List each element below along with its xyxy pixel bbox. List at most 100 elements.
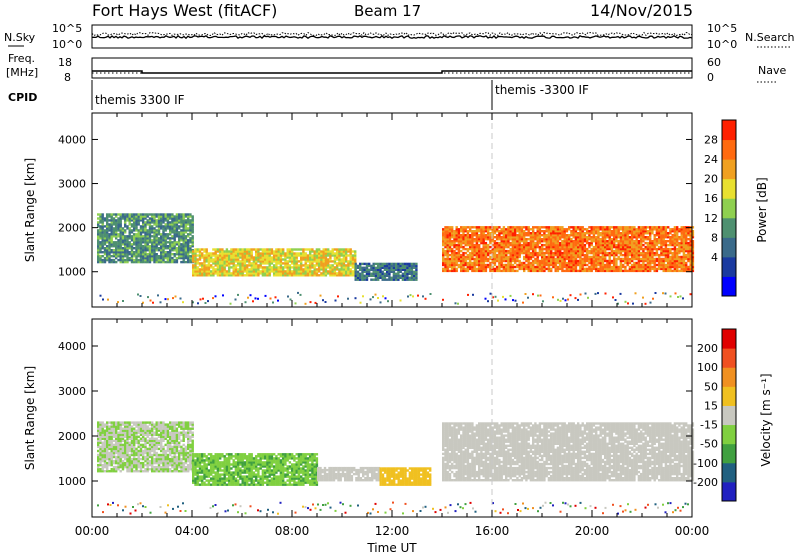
scatter-cell <box>101 447 104 451</box>
scatter-cell <box>232 250 235 253</box>
scatter-cell <box>408 262 411 266</box>
scatter-cell <box>270 250 274 253</box>
scatter-cell <box>155 243 158 246</box>
scatter-cell <box>311 274 314 277</box>
scatter-cell <box>97 235 100 238</box>
noise-left-label: N.Sky <box>4 31 36 44</box>
scatter-cell <box>498 241 501 245</box>
scatter-cell <box>175 260 179 264</box>
scatter-cell <box>106 423 109 426</box>
scatter-cell <box>509 238 512 241</box>
scatter-cell <box>187 258 190 262</box>
scatter-cell <box>446 241 449 245</box>
scatter-cell <box>166 215 170 218</box>
scatter-cell <box>108 429 111 432</box>
colorbar-tick-label: 24 <box>704 153 718 166</box>
scatter-cell <box>155 221 158 224</box>
scatter-cell <box>469 257 472 261</box>
scatter-cell <box>547 234 551 237</box>
scatter-cell <box>169 223 172 226</box>
scatter-cell <box>646 243 650 247</box>
scatter-cell <box>363 268 366 271</box>
scatter-cell <box>101 213 104 216</box>
scatter-cell <box>691 226 695 229</box>
scatter-cell <box>541 265 544 269</box>
scatter-cell <box>184 223 188 226</box>
scatter-cell <box>221 260 224 263</box>
scatter-cell <box>556 236 560 239</box>
scatter-cell <box>210 256 213 259</box>
scatter-cell <box>595 236 598 239</box>
scatter-cell <box>99 235 102 238</box>
scatter-cell <box>169 256 172 260</box>
scatter-cell <box>110 217 113 220</box>
scatter-cell <box>624 249 627 253</box>
scatter-cell <box>191 225 194 228</box>
scatter-cell <box>103 229 107 232</box>
scatter-cell <box>640 230 643 233</box>
scatter-cell <box>277 248 280 251</box>
scatter-cell <box>448 226 452 229</box>
scatter-cell <box>444 236 447 239</box>
scatter-cell <box>446 255 449 259</box>
scatter-cell <box>511 234 515 237</box>
colorbar-tick-label: 4 <box>711 251 718 264</box>
scatter-cell <box>570 247 573 251</box>
scatter-cell <box>466 240 470 243</box>
scatter-cell <box>205 248 208 251</box>
scatter-cell <box>541 269 544 273</box>
scatter-cell <box>651 247 654 251</box>
scatter-cell <box>187 260 190 264</box>
scatter-cell <box>275 266 278 269</box>
scatter-cell <box>597 269 600 273</box>
scatter-cell <box>579 247 582 251</box>
scatter-cell <box>261 254 265 257</box>
scatter-cell <box>173 233 176 236</box>
scatter-cell <box>633 257 636 261</box>
scatter-cell <box>106 258 109 262</box>
scatter-cell <box>223 254 226 257</box>
scatter-cell <box>139 256 143 260</box>
scatter-cell <box>619 238 623 241</box>
scatter-cell <box>246 266 249 269</box>
scatter-cell <box>478 240 481 243</box>
scatter-cell <box>673 263 677 267</box>
scatter-cell <box>631 249 634 253</box>
scatter-cell <box>164 215 167 218</box>
scatter-cell <box>642 240 645 243</box>
scatter-cell <box>534 261 537 265</box>
scatter-cell <box>171 217 174 220</box>
scatter-cell <box>162 233 165 236</box>
scatter-cell <box>103 429 107 432</box>
scatter-cell <box>682 228 686 231</box>
scatter-cell <box>442 241 445 245</box>
scatter-cell <box>162 225 165 228</box>
scatter-cell <box>457 240 461 243</box>
scatter-cell <box>610 230 614 233</box>
scatter-cell <box>685 247 688 251</box>
scatter-cell <box>146 253 149 256</box>
scatter-cell <box>137 233 140 236</box>
scatter-cell <box>482 263 485 267</box>
scatter-cell <box>286 260 289 263</box>
scatter-cell <box>268 270 271 273</box>
scatter-cell <box>225 270 229 273</box>
scatter-cell <box>166 245 170 248</box>
scatter-cell <box>126 421 129 424</box>
scatter-cell <box>453 245 456 249</box>
scatter-cell <box>655 228 659 231</box>
scatter-cell <box>644 232 647 235</box>
scatter-cell <box>448 259 452 263</box>
scatter-cell <box>637 267 641 271</box>
scatter-cell <box>511 241 515 245</box>
scatter-cell <box>103 439 107 442</box>
scatter-cell <box>144 241 147 244</box>
scatter-cell <box>619 234 623 237</box>
scatter-cell <box>511 238 515 241</box>
scatter-cell <box>572 259 575 263</box>
scatter-cell <box>541 240 544 243</box>
scatter-cell <box>338 264 341 267</box>
scatter-cell <box>97 463 100 467</box>
scatter-cell <box>142 247 145 250</box>
scatter-cell <box>212 248 215 251</box>
